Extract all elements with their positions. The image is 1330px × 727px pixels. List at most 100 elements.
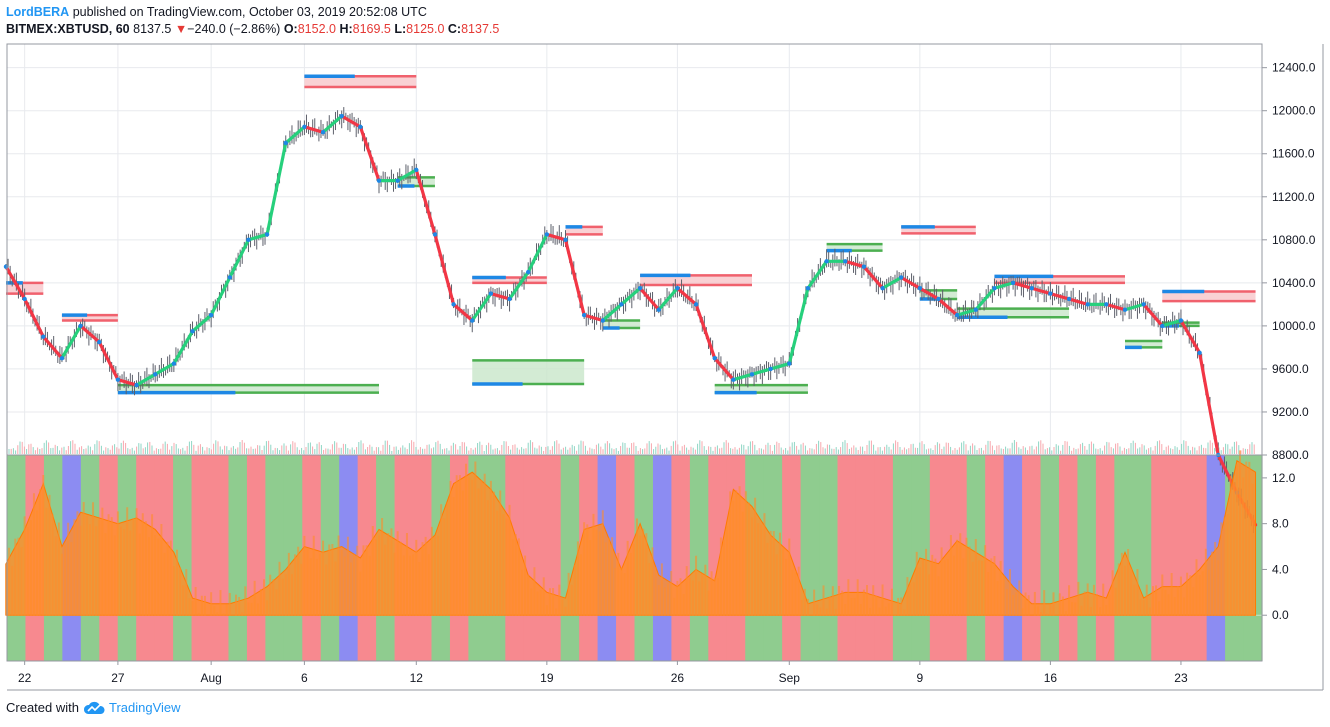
price-point — [507, 296, 512, 302]
price-point — [954, 312, 960, 318]
price-trend-segment — [955, 308, 978, 317]
support-zone — [472, 360, 585, 384]
price-trend-segment — [936, 297, 959, 317]
support-zone — [602, 320, 641, 329]
price-trend-segment — [619, 286, 642, 306]
price-point — [451, 302, 456, 307]
price-point — [619, 302, 624, 307]
price-point — [283, 140, 288, 146]
price-point — [581, 312, 587, 318]
price-trend-segment — [694, 302, 717, 360]
tradingview-cloud-icon — [83, 701, 105, 714]
price-point — [637, 286, 643, 291]
price-trend-segment — [78, 324, 101, 344]
price-point — [339, 113, 344, 119]
price-point — [153, 372, 158, 377]
price-trend-segment — [899, 275, 922, 290]
price-axis-label: 8800.0 — [1272, 448, 1309, 462]
price-trend-segment — [1197, 351, 1220, 457]
price-point — [488, 291, 494, 296]
price-point — [973, 307, 978, 312]
price-chart[interactable]: 12400.0 12000.0 11600.0 11200.0 10800.0 10400… — [0, 0, 1330, 697]
price-trend-segment — [1030, 286, 1053, 296]
price-point — [190, 329, 195, 334]
price-point — [563, 237, 568, 243]
tradingview-brand[interactable]: TradingView — [108, 700, 181, 715]
oscillator-bg-segment — [800, 455, 820, 661]
price-trend-segment — [265, 141, 288, 237]
created-with-text: Created with — [6, 700, 79, 715]
price-point — [432, 232, 438, 237]
price-point — [3, 264, 9, 269]
resistance-zone — [472, 277, 547, 283]
support-zone — [957, 308, 1070, 318]
price-trend-segment — [563, 238, 586, 317]
price-point — [171, 361, 177, 366]
price-trend-segment — [41, 335, 64, 360]
price-axis-label: 10000.0 — [1272, 319, 1316, 333]
price-trend-segment — [23, 297, 45, 339]
price-trend-segment — [97, 340, 120, 382]
price-axis-label: 9600.0 — [1272, 362, 1309, 376]
price-trend-segment — [284, 125, 306, 145]
price-trend-segment — [769, 361, 791, 371]
time-axis-label: 12 — [410, 671, 424, 685]
oscillator-bg-segment — [1022, 455, 1042, 661]
price-trend-segment — [358, 125, 381, 183]
price-point — [917, 286, 923, 291]
price-point — [1029, 286, 1034, 291]
price-trend-segment — [862, 265, 885, 290]
price-trend-segment — [1067, 297, 1090, 306]
price-trend-segment — [246, 232, 269, 242]
price-point — [1010, 280, 1016, 286]
plot-border — [6, 43, 1263, 662]
price-point — [1160, 323, 1165, 329]
resistance-zone — [1162, 291, 1256, 302]
price-point — [544, 232, 550, 237]
close-label: C: — [447, 22, 462, 36]
price-point — [22, 296, 27, 302]
price-trend-segment — [657, 286, 680, 312]
oscillator-bg-segment — [892, 455, 912, 661]
price-trend-segment — [601, 302, 624, 323]
open-label: O: — [283, 22, 298, 36]
oscillator-bg-segment — [1169, 455, 1189, 661]
price-trend-segment — [452, 302, 474, 323]
price-point — [656, 307, 661, 312]
price-trend-segment — [545, 232, 568, 242]
oscillator-bg-segment — [819, 455, 839, 661]
price-trend-segment — [4, 265, 27, 301]
price-trend-segment — [340, 114, 362, 129]
price-point — [59, 355, 65, 361]
price-point — [1197, 350, 1202, 355]
price-trend-segment — [638, 286, 661, 312]
time-axis-label: 22 — [18, 671, 32, 685]
oscillator-axis-label: 0.0 — [1272, 608, 1289, 622]
oscillator-axis-label: 4.0 — [1272, 562, 1289, 576]
support-zone — [714, 385, 808, 393]
price-point — [208, 312, 214, 318]
price-trend-segment — [470, 292, 493, 323]
price-point — [302, 124, 307, 130]
oscillator-bg-segment — [652, 455, 673, 661]
price-axis-label: 11600.0 — [1272, 147, 1315, 161]
price-point — [880, 286, 885, 291]
price-point — [1066, 296, 1072, 302]
price-axis-label: 12400.0 — [1272, 61, 1316, 75]
price-axis-label: 12000.0 — [1272, 104, 1316, 118]
low-label: L: — [394, 22, 407, 36]
oscillator-bg-segment — [210, 455, 230, 661]
ohlc-line: BITMEX:XBTUSD, 60 8137.5 ▼−240.0 (−2.86%… — [6, 21, 1306, 38]
open-value: 8152.0 — [297, 22, 336, 36]
time-axis-label: 27 — [111, 671, 125, 685]
price-trend-segment — [526, 232, 549, 274]
low-value: 8125.0 — [406, 22, 445, 36]
price-trend-segment — [172, 329, 195, 366]
time-axis-label: 23 — [1174, 671, 1188, 685]
price-trend-segment — [489, 292, 512, 301]
oscillator-bg-segment — [1077, 455, 1097, 661]
price-point — [227, 275, 232, 280]
oscillator-bg-segment — [228, 455, 248, 661]
author-link[interactable]: LordBERA — [6, 5, 70, 19]
oscillator-bg-segment — [542, 455, 562, 661]
